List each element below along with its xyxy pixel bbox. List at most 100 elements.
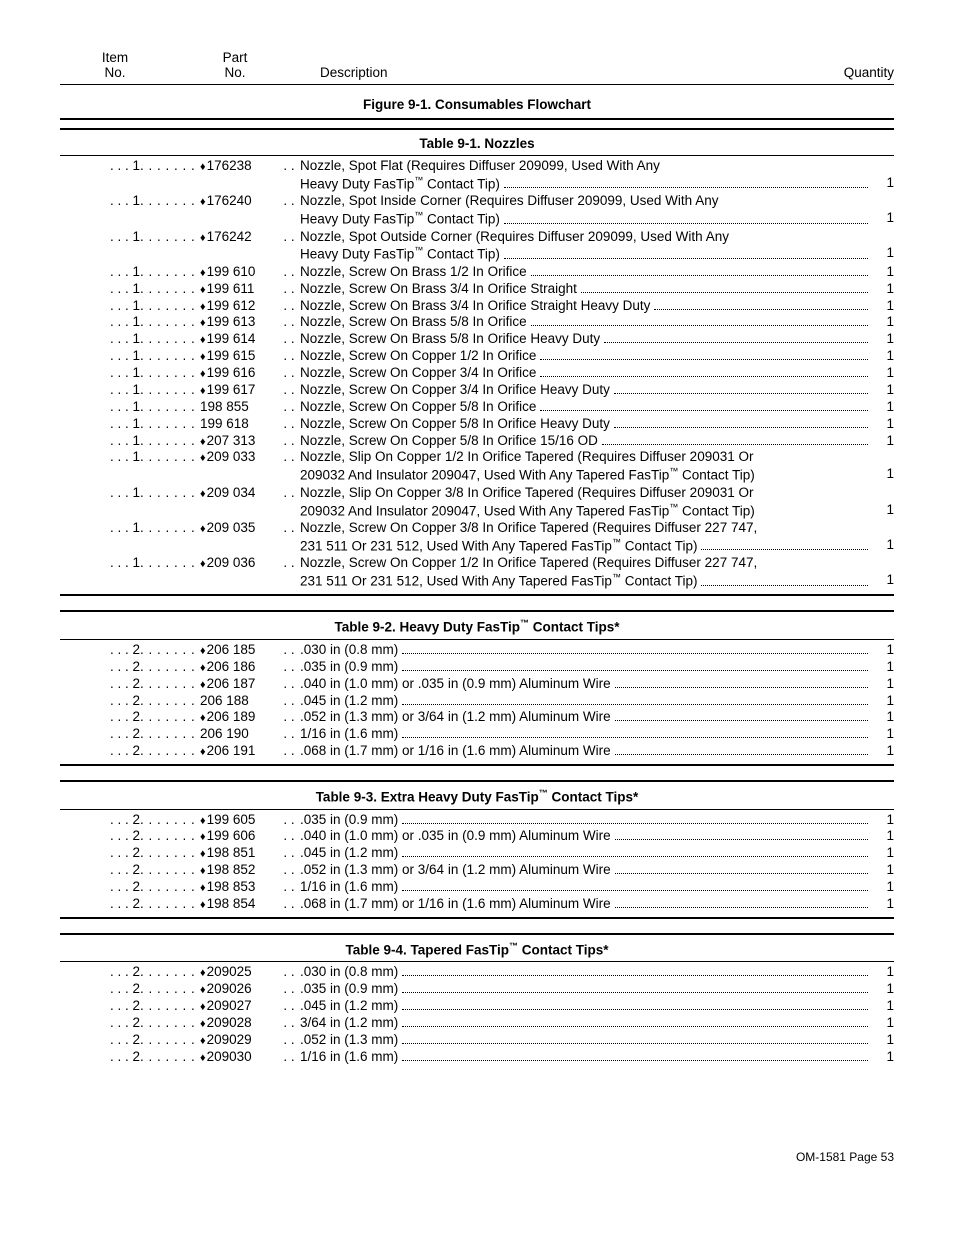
description: Nozzle, Spot Inside Corner (Requires Dif… <box>300 193 872 210</box>
part-no: 176238 <box>200 158 278 175</box>
leader-dots: . . <box>278 964 300 981</box>
item-no: . . . 1 <box>60 485 140 502</box>
description: 1/16 in (1.6 mm) <box>300 1049 872 1066</box>
table-row: . . . 1. . . . . . . .199 615. .Nozzle, … <box>60 348 894 365</box>
quantity: 1 <box>872 281 894 298</box>
leader-dots: . . <box>278 314 300 331</box>
leader-dots: . . <box>278 1049 300 1066</box>
diamond-icon <box>200 812 207 827</box>
diamond-icon <box>200 828 207 843</box>
diamond-icon <box>200 1032 207 1047</box>
table-row: . . . 1. . . . . . . .209 034. .Nozzle, … <box>60 485 894 502</box>
table-row: . . . 2. . . . . . . .198 852. ..052 in … <box>60 862 894 879</box>
quantity: 1 <box>872 433 894 450</box>
part-no: 206 190 <box>200 726 278 743</box>
item-no: . . . 2 <box>60 1015 140 1032</box>
quantity: 1 <box>872 659 894 676</box>
leader-dots: . . <box>278 264 300 281</box>
table-title: Table 9-4. Tapered FasTip™ Contact Tips* <box>60 933 894 963</box>
leader-dots: . . . . . . . . <box>140 229 200 246</box>
description: .040 in (1.0 mm) or .035 in (0.9 mm) Alu… <box>300 676 872 693</box>
part-no: 199 612 <box>200 298 278 315</box>
leader-dots: . . <box>278 416 300 433</box>
part-no: 199 611 <box>200 281 278 298</box>
diamond-icon <box>200 1049 207 1064</box>
description: .035 in (0.9 mm) <box>300 812 872 829</box>
table-row: . . . 2. . . . . . . .209030. .1/16 in (… <box>60 1049 894 1066</box>
part-no: 199 616 <box>200 365 278 382</box>
table-row: . . . 1. . . . . . . .207 313. .Nozzle, … <box>60 433 894 450</box>
leader-dots: . . . . . . . . <box>140 642 200 659</box>
leader-dots: . . . . . . . . <box>140 365 200 382</box>
item-no: . . . 2 <box>60 659 140 676</box>
description: Nozzle, Screw On Copper 5/8 In Orifice H… <box>300 416 872 433</box>
diamond-icon <box>200 659 207 674</box>
leader-dots: . . . . . . . . <box>140 693 200 710</box>
part-no: 199 618 <box>200 416 278 433</box>
diamond-icon <box>200 264 207 279</box>
leader-dots: . . . . . . . . <box>140 416 200 433</box>
table-row: . . . 2. . . . . . . .206 185. ..030 in … <box>60 642 894 659</box>
quantity: 1 <box>872 365 894 382</box>
quantity: 1 <box>872 726 894 743</box>
leader-dots: . . . . . . . . <box>140 158 200 175</box>
leader-dots: . . <box>278 879 300 896</box>
quantity: 1 <box>872 331 894 348</box>
item-no: . . . 1 <box>60 331 140 348</box>
part-no: 198 851 <box>200 845 278 862</box>
description: Nozzle, Screw On Copper 1/2 In Orifice T… <box>300 555 872 572</box>
part-no: 198 854 <box>200 896 278 913</box>
table-row: . . . 1. . . . . . . .199 617. .Nozzle, … <box>60 382 894 399</box>
description: .035 in (0.9 mm) <box>300 659 872 676</box>
diamond-icon <box>200 676 207 691</box>
leader-dots: . . . . . . . . <box>140 964 200 981</box>
diamond-icon <box>200 331 207 346</box>
table-title: Table 9-1. Nozzles <box>60 128 894 156</box>
header-description: Description <box>300 50 814 80</box>
description: .052 in (1.3 mm) or 3/64 in (1.2 mm) Alu… <box>300 862 872 879</box>
leader-dots: . . <box>278 642 300 659</box>
item-no: . . . 2 <box>60 1049 140 1066</box>
item-no: . . . 1 <box>60 229 140 246</box>
description: .068 in (1.7 mm) or 1/16 in (1.6 mm) Alu… <box>300 743 872 760</box>
part-no: 209027 <box>200 998 278 1015</box>
item-no: . . . 2 <box>60 879 140 896</box>
item-no: . . . 1 <box>60 449 140 466</box>
part-no: 209029 <box>200 1032 278 1049</box>
description: .040 in (1.0 mm) or .035 in (0.9 mm) Alu… <box>300 828 872 845</box>
table-row: . . . 1. . . . . . . .176238. .Nozzle, S… <box>60 158 894 175</box>
part-no: 209030 <box>200 1049 278 1066</box>
quantity: 1 <box>872 828 894 845</box>
leader-dots: . . . . . . . . <box>140 264 200 281</box>
quantity: 1 <box>872 964 894 981</box>
item-no: . . . 1 <box>60 193 140 210</box>
quantity: 1 <box>872 693 894 710</box>
quantity: 1 <box>872 981 894 998</box>
description: Nozzle, Screw On Copper 3/8 In Orifice T… <box>300 520 872 537</box>
leader-dots: . . <box>278 449 300 466</box>
header-item: ItemNo. <box>60 50 170 80</box>
leader-dots: . . . . . . . . <box>140 743 200 760</box>
quantity: 1 <box>872 896 894 913</box>
leader-dots: . . . . . . . . <box>140 1049 200 1066</box>
leader-dots: . . . . . . . . <box>140 555 200 572</box>
leader-dots: . . <box>278 485 300 502</box>
item-no: . . . 2 <box>60 998 140 1015</box>
leader-dots: . . <box>278 845 300 862</box>
part-no: 206 191 <box>200 743 278 760</box>
quantity: 1 <box>872 382 894 399</box>
quantity: 1 <box>872 314 894 331</box>
table-row: . . . 1. . . . . . . .199 610. .Nozzle, … <box>60 264 894 281</box>
leader-dots: . . . . . . . . <box>140 812 200 829</box>
description: .035 in (0.9 mm) <box>300 981 872 998</box>
part-no: 209 035 <box>200 520 278 537</box>
item-no: . . . 2 <box>60 693 140 710</box>
divider <box>60 118 894 120</box>
leader-dots: . . <box>278 365 300 382</box>
quantity: 1 <box>872 676 894 693</box>
leader-dots: . . . . . . . . <box>140 896 200 913</box>
part-no: 209028 <box>200 1015 278 1032</box>
description-continuation: 209032 And Insulator 209047, Used With A… <box>60 466 894 484</box>
description: 1/16 in (1.6 mm) <box>300 726 872 743</box>
table-title: Table 9-2. Heavy Duty FasTip™ Contact Ti… <box>60 610 894 640</box>
